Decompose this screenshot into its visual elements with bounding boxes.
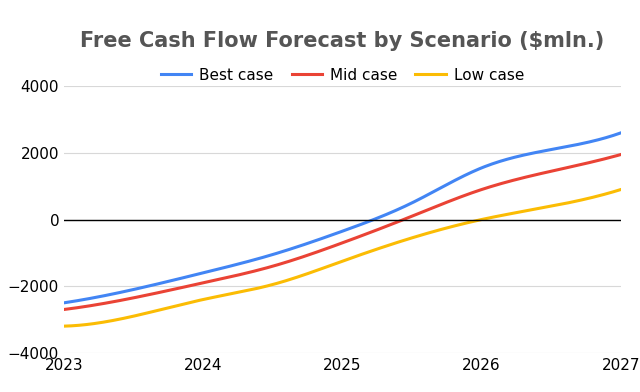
Best case bbox=[390, 209, 397, 214]
Mid case bbox=[392, 220, 399, 225]
Mid case bbox=[60, 307, 68, 312]
Low case bbox=[565, 200, 573, 205]
Mid case bbox=[565, 165, 573, 170]
Mid case bbox=[401, 217, 408, 221]
Low case bbox=[390, 241, 397, 246]
Low case bbox=[392, 241, 399, 245]
Low case bbox=[617, 187, 625, 192]
Best case bbox=[62, 300, 70, 305]
Best case bbox=[401, 204, 408, 209]
Mid case bbox=[617, 152, 625, 157]
Mid case bbox=[529, 173, 537, 178]
Legend: Best case, Mid case, Low case: Best case, Mid case, Low case bbox=[155, 62, 530, 89]
Title: Free Cash Flow Forecast by Scenario ($mln.): Free Cash Flow Forecast by Scenario ($ml… bbox=[80, 31, 605, 51]
Line: Mid case: Mid case bbox=[64, 154, 621, 310]
Best case bbox=[565, 144, 573, 149]
Line: Best case: Best case bbox=[64, 133, 621, 303]
Low case bbox=[60, 324, 68, 328]
Best case bbox=[617, 131, 625, 135]
Best case bbox=[529, 151, 537, 155]
Low case bbox=[62, 324, 70, 328]
Low case bbox=[529, 207, 537, 212]
Low case bbox=[401, 238, 408, 242]
Mid case bbox=[390, 221, 397, 226]
Best case bbox=[60, 301, 68, 305]
Line: Low case: Low case bbox=[64, 190, 621, 326]
Mid case bbox=[62, 307, 70, 312]
Best case bbox=[392, 208, 399, 213]
